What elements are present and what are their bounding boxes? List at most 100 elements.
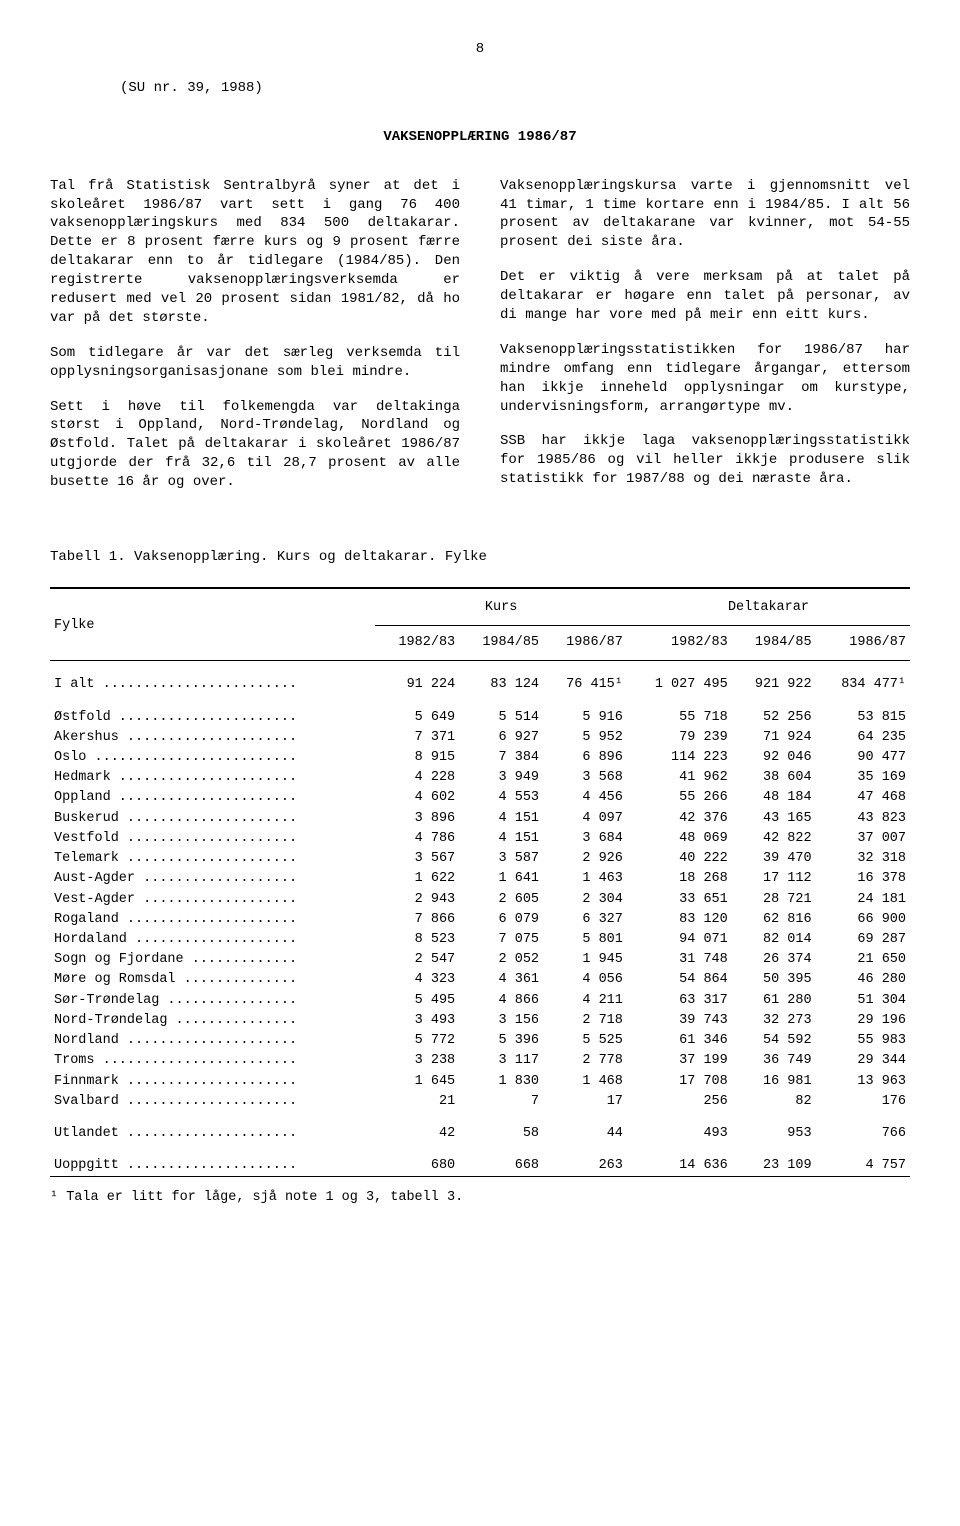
table-row: Buskerud .....................3 8964 151… <box>50 809 910 829</box>
table-row: Sogn og Fjordane .............2 5472 052… <box>50 950 910 970</box>
cell: 50 395 <box>732 970 816 990</box>
cell: 43 165 <box>732 809 816 829</box>
cell: 4 228 <box>375 768 459 788</box>
cell: 5 952 <box>543 728 627 748</box>
cell: 1 468 <box>543 1072 627 1092</box>
cell: 256 <box>627 1092 732 1112</box>
row-label: Finnmark ..................... <box>50 1072 375 1092</box>
table-row: Akershus .....................7 3716 927… <box>50 728 910 748</box>
cell: 26 374 <box>732 950 816 970</box>
cell: 5 916 <box>543 708 627 728</box>
row-label: Oppland ...................... <box>50 788 375 808</box>
cell: 18 268 <box>627 869 732 889</box>
cell: 32 273 <box>732 1011 816 1031</box>
cell: 82 <box>732 1092 816 1112</box>
cell: 21 <box>375 1092 459 1112</box>
cell: 90 477 <box>816 748 910 768</box>
cell: 2 304 <box>543 890 627 910</box>
cell: 7 866 <box>375 910 459 930</box>
cell: 48 069 <box>627 829 732 849</box>
cell: 6 079 <box>459 910 543 930</box>
row-label: Østfold ...................... <box>50 708 375 728</box>
cell: 41 962 <box>627 768 732 788</box>
cell: 3 156 <box>459 1011 543 1031</box>
paragraph: Vaksenopplæringsstatistikken for 1986/87… <box>500 341 910 417</box>
row-label: Buskerud ..................... <box>50 809 375 829</box>
cell: 47 468 <box>816 788 910 808</box>
cell: 4 757 <box>816 1156 910 1177</box>
cell: 62 816 <box>732 910 816 930</box>
table-row: Svalbard .....................2171725682… <box>50 1092 910 1112</box>
cell: 1 945 <box>543 950 627 970</box>
table-row: Oslo .........................8 9157 384… <box>50 748 910 768</box>
cell: 7 075 <box>459 930 543 950</box>
cell: 94 071 <box>627 930 732 950</box>
table-row: Rogaland .....................7 8666 079… <box>50 910 910 930</box>
cell: 3 896 <box>375 809 459 829</box>
cell: 66 900 <box>816 910 910 930</box>
cell: 4 786 <box>375 829 459 849</box>
table-row: Møre og Romsdal ..............4 3234 361… <box>50 970 910 990</box>
cell: 24 181 <box>816 890 910 910</box>
cell: 29 344 <box>816 1051 910 1071</box>
row-label: Møre og Romsdal .............. <box>50 970 375 990</box>
cell: 8 523 <box>375 930 459 950</box>
cell: 5 396 <box>459 1031 543 1051</box>
cell: 4 866 <box>459 991 543 1011</box>
year-header: 1986/87 <box>816 626 910 661</box>
year-header: 1982/83 <box>627 626 732 661</box>
cell: 64 235 <box>816 728 910 748</box>
paragraph: SSB har ikkje laga vaksenopplæringsstati… <box>500 432 910 489</box>
paragraph: Som tidlegare år var det særleg verksemd… <box>50 344 460 382</box>
page-title: VAKSENOPPLÆRING 1986/87 <box>50 128 910 147</box>
table-row: Oppland ......................4 6024 553… <box>50 788 910 808</box>
cell: 2 778 <box>543 1051 627 1071</box>
table-row: Nord-Trøndelag ...............3 4933 156… <box>50 1011 910 1031</box>
cell: 83 124 <box>459 675 543 695</box>
cell: 2 052 <box>459 950 543 970</box>
cell: 5 495 <box>375 991 459 1011</box>
table-caption: Tabell 1. Vaksenopplæring. Kurs og delta… <box>50 548 910 567</box>
cell: 5 772 <box>375 1031 459 1051</box>
cell: 6 927 <box>459 728 543 748</box>
cell: 680 <box>375 1156 459 1177</box>
row-label: Hordaland .................... <box>50 930 375 950</box>
cell: 4 151 <box>459 829 543 849</box>
cell: 1 622 <box>375 869 459 889</box>
row-label: Telemark ..................... <box>50 849 375 869</box>
paragraph: Det er viktig å vere merksam på at talet… <box>500 268 910 325</box>
cell: 43 823 <box>816 809 910 829</box>
cell: 1 641 <box>459 869 543 889</box>
cell: 54 864 <box>627 970 732 990</box>
cell: 54 592 <box>732 1031 816 1051</box>
cell: 29 196 <box>816 1011 910 1031</box>
row-label: Nordland ..................... <box>50 1031 375 1051</box>
table-row: Finnmark .....................1 6451 830… <box>50 1072 910 1092</box>
cell: 6 327 <box>543 910 627 930</box>
table-row: Aust-Agder ...................1 6221 641… <box>50 869 910 889</box>
row-label: Nord-Trøndelag ............... <box>50 1011 375 1031</box>
cell: 31 748 <box>627 950 732 970</box>
cell: 46 280 <box>816 970 910 990</box>
cell: 2 943 <box>375 890 459 910</box>
cell: 42 822 <box>732 829 816 849</box>
cell: 17 <box>543 1092 627 1112</box>
cell: 63 317 <box>627 991 732 1011</box>
cell: 2 605 <box>459 890 543 910</box>
year-header: 1984/85 <box>732 626 816 661</box>
cell: 17 708 <box>627 1072 732 1092</box>
cell: 8 915 <box>375 748 459 768</box>
page-number: 8 <box>50 40 910 59</box>
cell: 16 981 <box>732 1072 816 1092</box>
row-label: Rogaland ..................... <box>50 910 375 930</box>
cell: 7 371 <box>375 728 459 748</box>
data-table: Fylke Kurs Deltakarar 1982/83 1984/85 19… <box>50 587 910 1179</box>
cell: 37 199 <box>627 1051 732 1071</box>
left-column: Tal frå Statistisk Sentralbyrå syner at … <box>50 177 460 508</box>
cell: 2 718 <box>543 1011 627 1031</box>
cell: 42 376 <box>627 809 732 829</box>
cell: 834 477¹ <box>816 675 910 695</box>
group-header-kurs: Kurs <box>375 591 627 626</box>
cell: 5 801 <box>543 930 627 950</box>
cell: 32 318 <box>816 849 910 869</box>
